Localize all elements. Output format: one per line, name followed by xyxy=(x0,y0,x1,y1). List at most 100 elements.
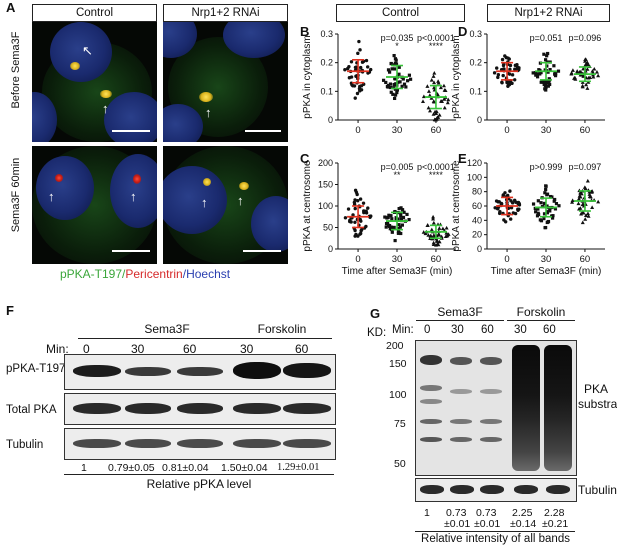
y-tick-label: 0.1 xyxy=(469,86,482,96)
f-quant-label: Relative pPKA level xyxy=(146,477,252,491)
panel-a-stain-legend: pPKA-T197/Pericentrin/Hoechst xyxy=(60,267,230,281)
data-point xyxy=(548,67,552,72)
data-point xyxy=(361,201,366,205)
data-point xyxy=(399,217,403,221)
data-point xyxy=(513,63,518,68)
data-point xyxy=(407,217,411,222)
data-point xyxy=(576,196,581,201)
f-quant-30b: 1.50±0.04 xyxy=(221,462,268,474)
data-point xyxy=(358,197,363,201)
data-point xyxy=(353,206,357,211)
micrograph-rnai-after: ↑ ↑ xyxy=(163,146,288,264)
data-point xyxy=(397,206,401,211)
y-tick-label: 50 xyxy=(323,223,333,233)
arrow-icon: ↑ xyxy=(48,189,55,204)
data-point xyxy=(550,195,554,199)
data-point xyxy=(552,199,556,203)
data-point xyxy=(586,75,591,80)
arrow-icon: ↑ xyxy=(102,101,109,116)
data-point xyxy=(495,66,499,70)
arrow-icon: ↑ xyxy=(130,189,137,204)
data-point xyxy=(396,229,401,234)
data-point xyxy=(496,73,501,77)
x-axis-label: Time after Sema3F (min) xyxy=(491,266,602,277)
x-tick-label: 60 xyxy=(580,254,591,265)
data-point xyxy=(552,64,556,68)
data-point xyxy=(508,63,513,68)
x-axis-label: Time after Sema3F (min) xyxy=(342,266,453,277)
blot-ppka xyxy=(64,354,336,390)
data-point xyxy=(548,209,552,213)
data-point xyxy=(394,82,398,86)
data-point xyxy=(365,65,370,69)
x-tick-label: 30 xyxy=(392,125,403,136)
data-point xyxy=(553,197,557,202)
data-point xyxy=(357,86,362,91)
x-tick-label: 0 xyxy=(504,254,509,265)
data-point xyxy=(503,54,507,58)
g-kd-label: KD: xyxy=(367,327,387,339)
x-tick-label: 0 xyxy=(355,125,360,136)
y-tick-label: 120 xyxy=(467,158,482,168)
data-point xyxy=(573,77,578,81)
x-tick-label: 60 xyxy=(580,125,591,136)
data-point xyxy=(381,78,386,82)
p-value-label: p=0.097 xyxy=(569,162,602,172)
data-point xyxy=(545,193,549,197)
data-point xyxy=(544,184,548,188)
significance-stars: **** xyxy=(429,41,444,51)
data-point xyxy=(553,207,558,211)
data-point xyxy=(592,66,597,71)
data-point xyxy=(364,58,369,63)
data-point xyxy=(585,60,590,65)
data-point xyxy=(346,207,351,211)
data-point xyxy=(343,216,348,220)
f-min-30: 30 xyxy=(131,342,145,356)
data-point xyxy=(405,212,409,217)
y-tick-label: 80 xyxy=(472,187,482,197)
data-point xyxy=(425,84,430,88)
data-point xyxy=(590,205,595,209)
data-point xyxy=(584,82,589,87)
data-point xyxy=(432,71,437,75)
data-point xyxy=(395,88,400,92)
data-point xyxy=(406,79,410,83)
g-min-60b: 60 xyxy=(543,324,556,336)
blot-tubulin-f xyxy=(64,428,336,460)
data-point xyxy=(437,226,442,230)
g-group-sema3f: Sema3F xyxy=(437,305,483,319)
data-point xyxy=(362,210,366,215)
data-point xyxy=(547,79,551,83)
data-point xyxy=(421,94,426,99)
data-point xyxy=(431,214,436,219)
y-axis-label: pPKA in cytoplasm xyxy=(451,35,462,118)
data-point xyxy=(401,77,405,81)
data-point xyxy=(533,71,538,75)
data-point xyxy=(509,199,513,203)
data-point xyxy=(358,48,362,52)
g-min-60: 60 xyxy=(481,324,494,336)
f-min-30b: 30 xyxy=(240,342,254,356)
legend-pka: pPKA-T197/ xyxy=(60,267,126,281)
data-point xyxy=(547,77,551,81)
data-point xyxy=(585,178,590,183)
blot-total-pka xyxy=(64,393,336,425)
y-tick-label: 0.3 xyxy=(469,29,482,39)
panel-b-letter: B xyxy=(300,24,310,39)
data-point xyxy=(389,90,393,94)
g-kd-150: 150 xyxy=(389,358,407,370)
data-point xyxy=(347,64,351,69)
y-tick-label: 0 xyxy=(477,244,482,254)
data-point xyxy=(393,96,397,101)
y-tick-label: 0.2 xyxy=(469,58,482,68)
significance-stars: * xyxy=(395,41,399,51)
panel-f-letter: F xyxy=(6,303,14,318)
f-group-sema3f: Sema3F xyxy=(144,322,190,336)
data-point xyxy=(392,225,396,230)
g-min-label: Min: xyxy=(392,324,414,336)
data-point xyxy=(443,88,448,92)
g-quant-60b-sd: ±0.21 xyxy=(542,518,569,530)
data-point xyxy=(516,207,520,211)
data-point xyxy=(347,76,352,80)
